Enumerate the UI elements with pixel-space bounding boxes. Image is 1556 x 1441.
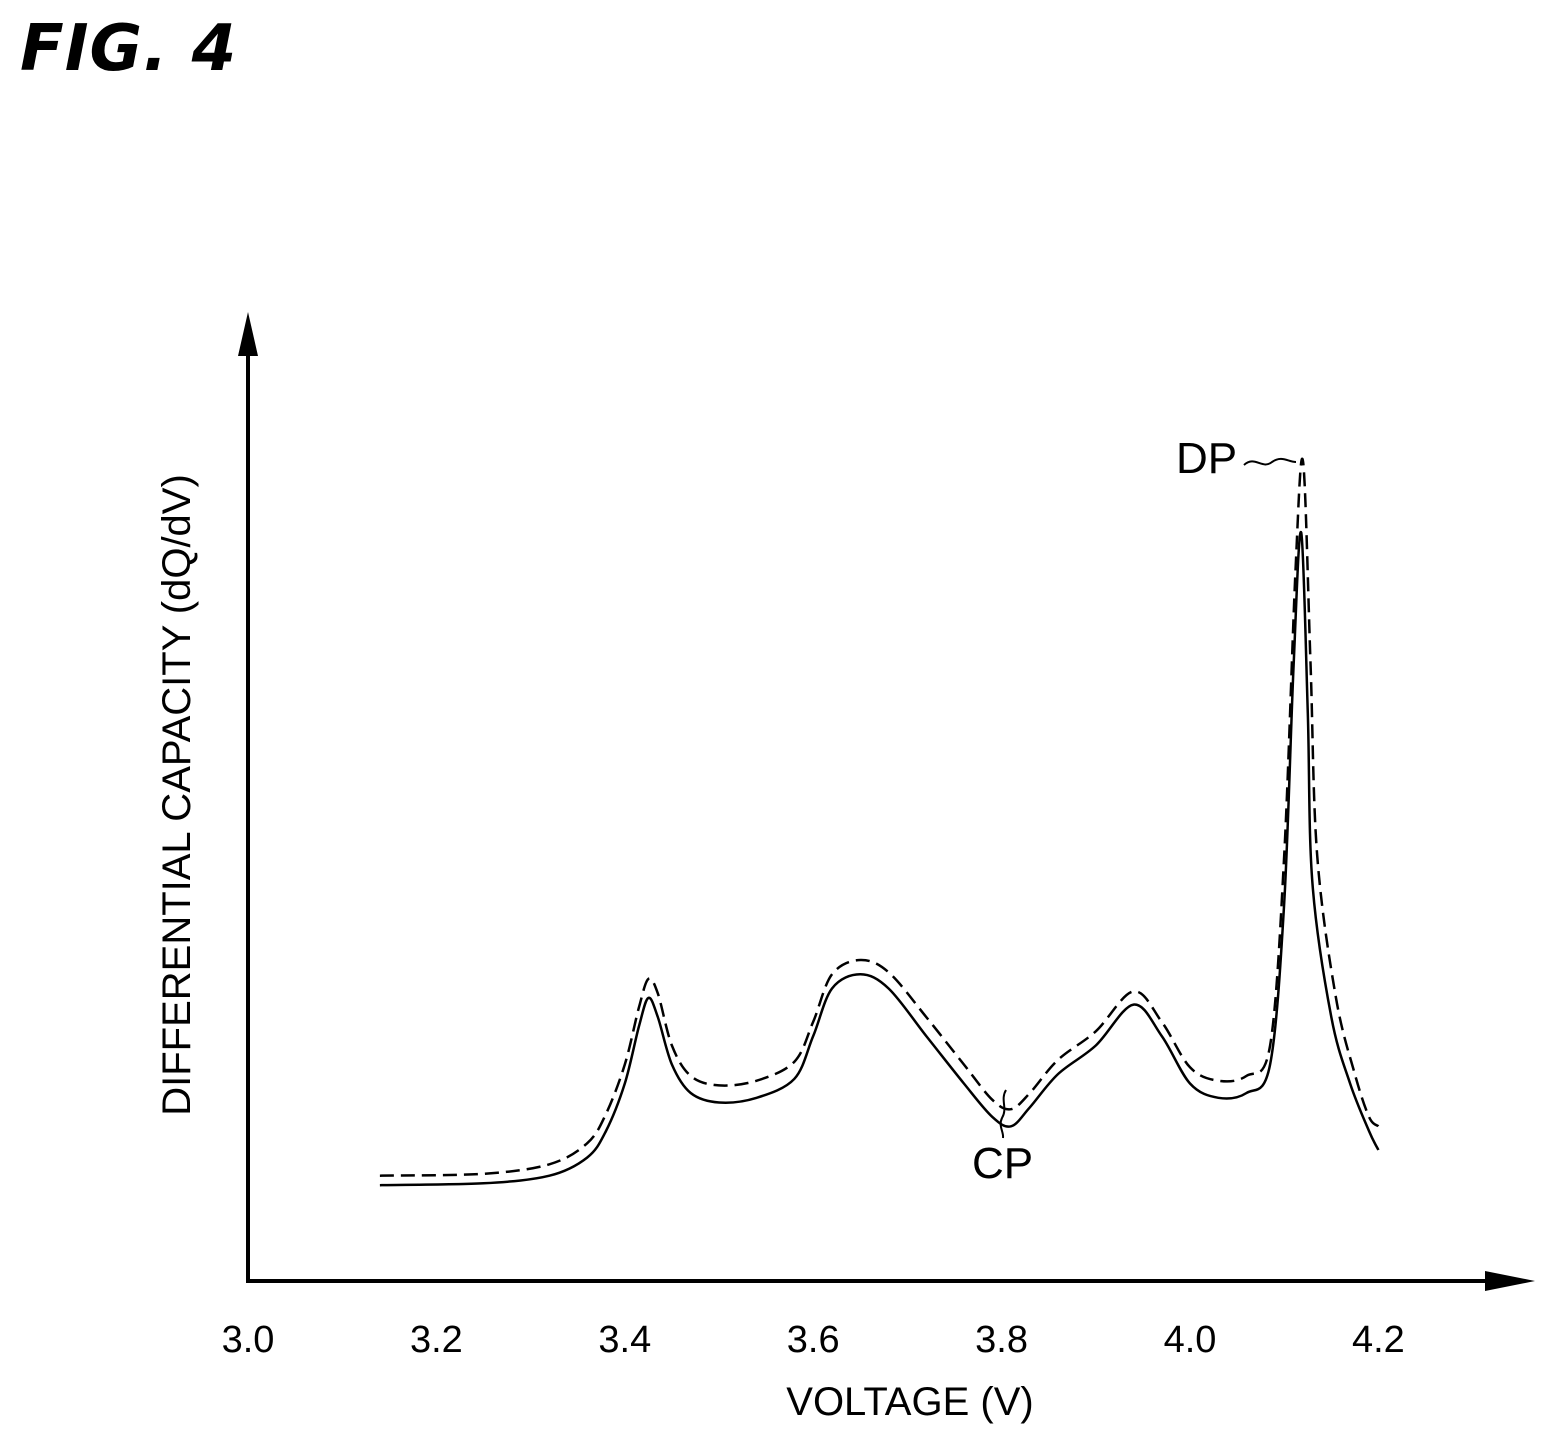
x-tick-label: 4.0 [1164, 1319, 1217, 1361]
x-tick-labels: 3.0 3.2 3.4 3.6 3.8 4.0 4.2 [222, 1319, 1405, 1361]
x-tick-label: 3.6 [787, 1319, 840, 1361]
y-axis-label: DIFFERENTIAL CAPACITY (dQ/dV) [155, 474, 199, 1116]
dashed-series-line [379, 457, 1380, 1177]
dp-leader-line [1243, 457, 1297, 466]
series-layer [379, 457, 1380, 1187]
solid-series-line [379, 530, 1380, 1187]
figure-title: FIG. 4 [20, 12, 238, 86]
axes [238, 312, 1535, 1291]
dp-annotation: DP [1176, 434, 1237, 483]
y-axis-arrowhead [238, 312, 258, 356]
x-tick-label: 3.2 [410, 1319, 463, 1361]
annotation-layer: DP CP [972, 434, 1297, 1188]
x-axis-label: VOLTAGE (V) [786, 1380, 1033, 1424]
x-tick-label: 4.2 [1352, 1319, 1405, 1361]
cp-annotation: CP [972, 1139, 1033, 1188]
x-tick-label: 3.0 [222, 1319, 275, 1361]
cp-leader-line [999, 1089, 1007, 1139]
x-axis-arrowhead [1485, 1271, 1535, 1291]
x-tick-label: 3.4 [598, 1319, 651, 1361]
x-tick-label: 3.8 [975, 1319, 1028, 1361]
